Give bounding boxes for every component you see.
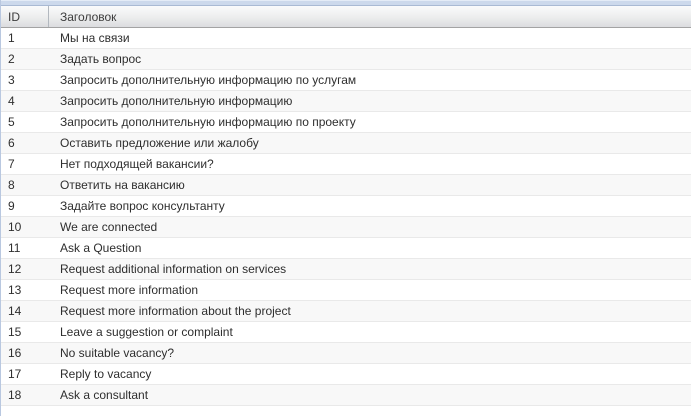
cell-id: 12 <box>8 262 22 276</box>
cell-title: Запросить дополнительную информацию <box>60 94 293 108</box>
grid-top-strip <box>1 0 691 6</box>
column-header-id[interactable]: ID <box>1 6 49 27</box>
cell-id: 16 <box>8 346 22 360</box>
table-row[interactable]: 17 Reply to vacancy <box>1 364 691 385</box>
cell-title: Задать вопрос <box>60 52 142 66</box>
cell-title: We are connected <box>60 220 158 234</box>
cell-id: 11 <box>8 241 21 255</box>
cell-id: 5 <box>8 115 15 129</box>
cell-title: Ответить на вакансию <box>60 178 185 192</box>
table-row[interactable]: 2 Задать вопрос <box>1 49 691 70</box>
table-row[interactable]: 6 Оставить предложение или жалобу <box>1 133 691 154</box>
column-header-title-label: Заголовок <box>60 9 117 24</box>
cell-title: Ask a consultant <box>60 388 149 402</box>
table-row[interactable]: 4 Запросить дополнительную информацию <box>1 91 691 112</box>
cell-id: 7 <box>8 157 15 171</box>
column-header-title[interactable]: Заголовок <box>49 6 691 27</box>
cell-title: Задайте вопрос консультанту <box>60 199 225 213</box>
cell-title: Request additional information on servic… <box>60 262 287 276</box>
cell-title: Leave a suggestion or complaint <box>60 325 233 339</box>
table-row[interactable]: 8 Ответить на вакансию <box>1 175 691 196</box>
cell-id: 9 <box>8 199 15 213</box>
table-row[interactable]: 18 Ask a consultant <box>1 385 691 406</box>
cell-title: Ask a Question <box>60 241 142 255</box>
cell-title: No suitable vacancy? <box>60 346 175 360</box>
table-row[interactable]: 7 Нет подходящей вакансии? <box>1 154 691 175</box>
cell-title: Нет подходящей вакансии? <box>60 157 214 171</box>
cell-id: 13 <box>8 283 22 297</box>
table-row[interactable]: 10 We are connected <box>1 217 691 238</box>
cell-id: 4 <box>8 94 15 108</box>
cell-title: Мы на связи <box>60 31 130 45</box>
table-row[interactable]: 14 Request more information about the pr… <box>1 301 691 322</box>
cell-title: Запросить дополнительную информацию по у… <box>60 73 357 87</box>
cell-id: 17 <box>8 367 22 381</box>
table-row[interactable]: 3 Запросить дополнительную информацию по… <box>1 70 691 91</box>
cell-title: Оставить предложение или жалобу <box>60 136 259 150</box>
grid-header-row: ID Заголовок <box>1 6 691 28</box>
grid-body: 1 Мы на связи 2 Задать вопрос 3 Запросит… <box>1 28 691 406</box>
table-row[interactable]: 12 Request additional information on ser… <box>1 259 691 280</box>
cell-id: 10 <box>8 220 22 234</box>
table-row[interactable]: 5 Запросить дополнительную информацию по… <box>1 112 691 133</box>
table-row[interactable]: 13 Request more information <box>1 280 691 301</box>
cell-id: 3 <box>8 73 15 87</box>
table-row[interactable]: 16 No suitable vacancy? <box>1 343 691 364</box>
table-row[interactable]: 1 Мы на связи <box>1 28 691 49</box>
column-header-id-label: ID <box>8 9 20 24</box>
cell-id: 15 <box>8 325 22 339</box>
cell-id: 14 <box>8 304 22 318</box>
cell-title: Запросить дополнительную информацию по п… <box>60 115 356 129</box>
cell-id: 2 <box>8 52 15 66</box>
cell-title: Reply to vacancy <box>60 367 152 381</box>
cell-title: Request more information about the proje… <box>60 304 291 318</box>
table-row[interactable]: 11 Ask a Question <box>1 238 691 259</box>
cell-id: 18 <box>8 388 22 402</box>
cell-id: 1 <box>8 31 15 45</box>
table-row[interactable]: 15 Leave a suggestion or complaint <box>1 322 691 343</box>
cell-id: 6 <box>8 136 15 150</box>
table-row[interactable]: 9 Задайте вопрос консультанту <box>1 196 691 217</box>
cell-id: 8 <box>8 178 15 192</box>
cell-title: Request more information <box>60 283 199 297</box>
